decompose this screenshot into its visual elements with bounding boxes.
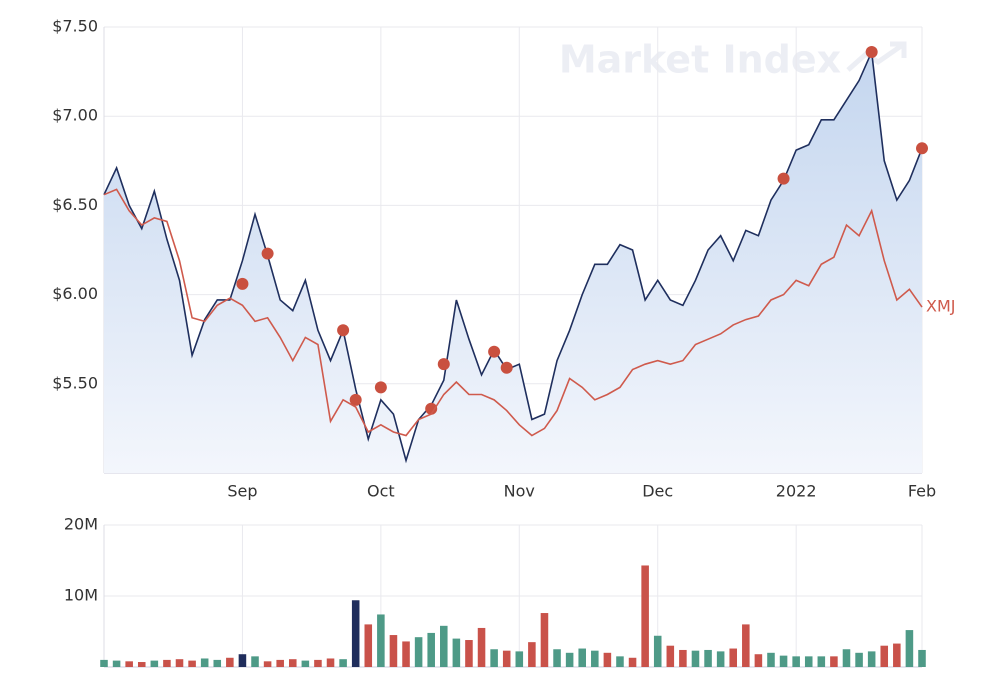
volume-bar — [767, 652, 775, 667]
volume-bar — [364, 624, 373, 667]
volume-bar — [238, 654, 247, 667]
volume-bar — [427, 632, 435, 667]
volume-bar — [377, 614, 385, 667]
event-marker — [337, 324, 350, 337]
volume-bar — [880, 645, 889, 667]
volume-bar — [339, 659, 347, 667]
volume-bar — [729, 648, 738, 667]
volume-bar — [704, 649, 712, 667]
volume-bar — [792, 656, 800, 667]
volume-bar — [905, 630, 914, 667]
volume-bar — [226, 657, 234, 667]
volume-bar — [842, 649, 851, 667]
watermark: Market Index — [559, 38, 841, 82]
event-marker — [916, 142, 928, 155]
event-marker — [236, 277, 249, 290]
volume-bar — [817, 656, 826, 667]
volume-bar — [591, 650, 599, 667]
volume-bar — [263, 661, 272, 667]
volume-bar — [150, 660, 159, 667]
volume-bar — [452, 638, 461, 667]
volume-bar — [389, 635, 398, 667]
volume-bar — [553, 649, 561, 667]
volume-bar — [213, 659, 222, 667]
volume-bar — [918, 649, 926, 667]
volume-bar — [679, 649, 687, 667]
volume-bar — [855, 652, 863, 667]
price-line — [103, 188, 923, 437]
event-marker — [437, 358, 450, 371]
volume-bar — [641, 565, 649, 667]
volume-bar — [301, 660, 310, 667]
x-tick-label: Nov — [504, 482, 535, 501]
volume-bar — [616, 656, 624, 667]
volume-bar — [288, 659, 297, 667]
x-tick-label: Oct — [367, 482, 395, 501]
volume-bar — [716, 651, 725, 667]
volume-bar — [314, 659, 322, 667]
volume-bar — [477, 627, 486, 667]
event-marker — [865, 45, 878, 58]
y-tick-label: 10M — [64, 586, 98, 605]
volume-bar — [326, 658, 335, 667]
volume-bar — [125, 661, 133, 667]
volume-bar — [565, 652, 574, 667]
volume-bar — [251, 656, 259, 667]
volume-bar — [893, 643, 901, 667]
event-marker — [261, 247, 274, 260]
x-tick-label: 2022 — [776, 482, 817, 501]
x-tick-label: Dec — [642, 482, 673, 501]
volume-bar — [540, 613, 549, 667]
volume-bar — [603, 652, 612, 667]
event-marker — [488, 345, 501, 358]
event-marker — [777, 172, 790, 185]
event-marker — [425, 402, 438, 415]
y-tick-label: $7.00 — [52, 106, 98, 125]
volume-bar — [100, 659, 108, 667]
volume-bar — [402, 641, 410, 667]
volume-bar — [163, 659, 171, 667]
volume-bar — [137, 662, 146, 667]
volume-bar — [691, 650, 700, 667]
volume-bar — [515, 651, 524, 667]
volume-bar — [666, 645, 675, 667]
y-tick-label: $6.00 — [52, 284, 98, 303]
volume-bar — [276, 659, 284, 667]
volume-bar — [779, 655, 788, 667]
volume-bar — [867, 651, 876, 667]
event-marker — [349, 393, 362, 406]
volume-bar — [188, 660, 196, 667]
volume-bar — [653, 635, 662, 667]
price-area — [104, 51, 922, 473]
volume-bar — [112, 660, 121, 667]
volume-bar — [351, 600, 360, 667]
volume-bar — [440, 625, 448, 667]
volume-bar — [175, 659, 184, 667]
volume-bar — [754, 654, 763, 667]
volume-bar — [502, 650, 511, 667]
x-tick-label: Feb — [908, 482, 936, 501]
y-tick-label: 20M — [64, 515, 98, 534]
volume-bar — [628, 657, 637, 667]
event-marker — [374, 381, 387, 394]
volume-bar — [742, 624, 750, 667]
event-marker — [500, 361, 513, 374]
volume-bar — [578, 648, 586, 667]
y-tick-label: $5.50 — [52, 373, 98, 392]
volume-bar — [200, 658, 209, 667]
volume-bar — [804, 656, 813, 667]
volume-bar — [528, 642, 536, 667]
series-label: XMJ — [926, 297, 955, 316]
volume-bar — [465, 640, 473, 667]
y-tick-label: $6.50 — [52, 195, 98, 214]
x-tick-label: Sep — [227, 482, 257, 501]
volume-bar — [830, 656, 838, 667]
y-tick-label: $7.50 — [52, 17, 98, 36]
volume-bar — [490, 649, 498, 667]
volume-bar — [414, 637, 423, 667]
